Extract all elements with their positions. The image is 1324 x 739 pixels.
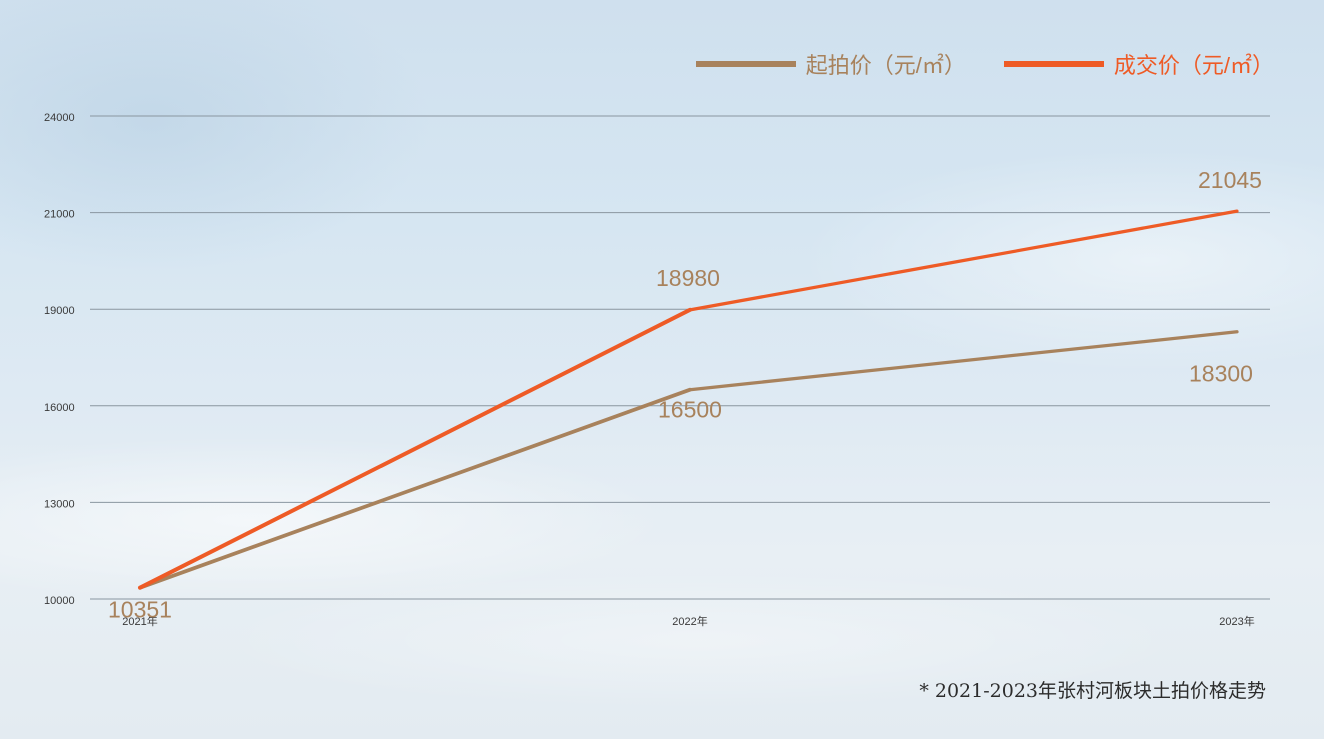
data-label: 10351 [108,597,172,623]
legend-item-start-price: 起拍价（元/㎡） [695,48,966,80]
y-tick-label: 19000 [44,305,75,317]
series-segment [688,209,1239,312]
chart-caption: * 2021-2023年张村河板块土拍价格走势 [919,680,1266,702]
legend-label-start-price: 起拍价（元/㎡） [805,53,966,78]
series-lines [138,209,1239,590]
legend-swatch-deal-price [1003,61,1104,67]
y-tick-label: 21000 [44,209,75,221]
y-axis-ticks: 10000 13000 16000 19000 21000 24000 [44,112,75,607]
x-tick-label: 2023年 [1219,614,1254,628]
legend-label-deal-price: 成交价（元/㎡） [1113,53,1274,78]
x-tick-label: 2022年 [672,614,707,628]
data-label: 16500 [658,397,722,423]
legend: 起拍价（元/㎡） 成交价（元/㎡） [695,48,1274,80]
x-tick-label: 2021年 [122,614,157,628]
y-tick-label: 10000 [44,595,75,607]
y-tick-label: 24000 [44,112,75,124]
y-tick-label: 13000 [44,498,75,510]
grid-layer [90,115,1270,600]
series-segment [138,307,692,590]
series-segment [138,387,692,590]
data-label: 18980 [656,265,720,291]
y-tick-label: 16000 [44,402,75,414]
series-segment [688,330,1239,392]
legend-swatch-start-price [695,61,796,67]
data-label: 18300 [1189,361,1253,387]
data-labels: 10351 16500 18300 18980 21045 [108,167,1262,623]
x-axis-ticks: 2021年 2022年 2023年 [122,614,1254,628]
legend-item-deal-price: 成交价（元/㎡） [1003,48,1274,80]
data-label: 21045 [1198,167,1262,193]
